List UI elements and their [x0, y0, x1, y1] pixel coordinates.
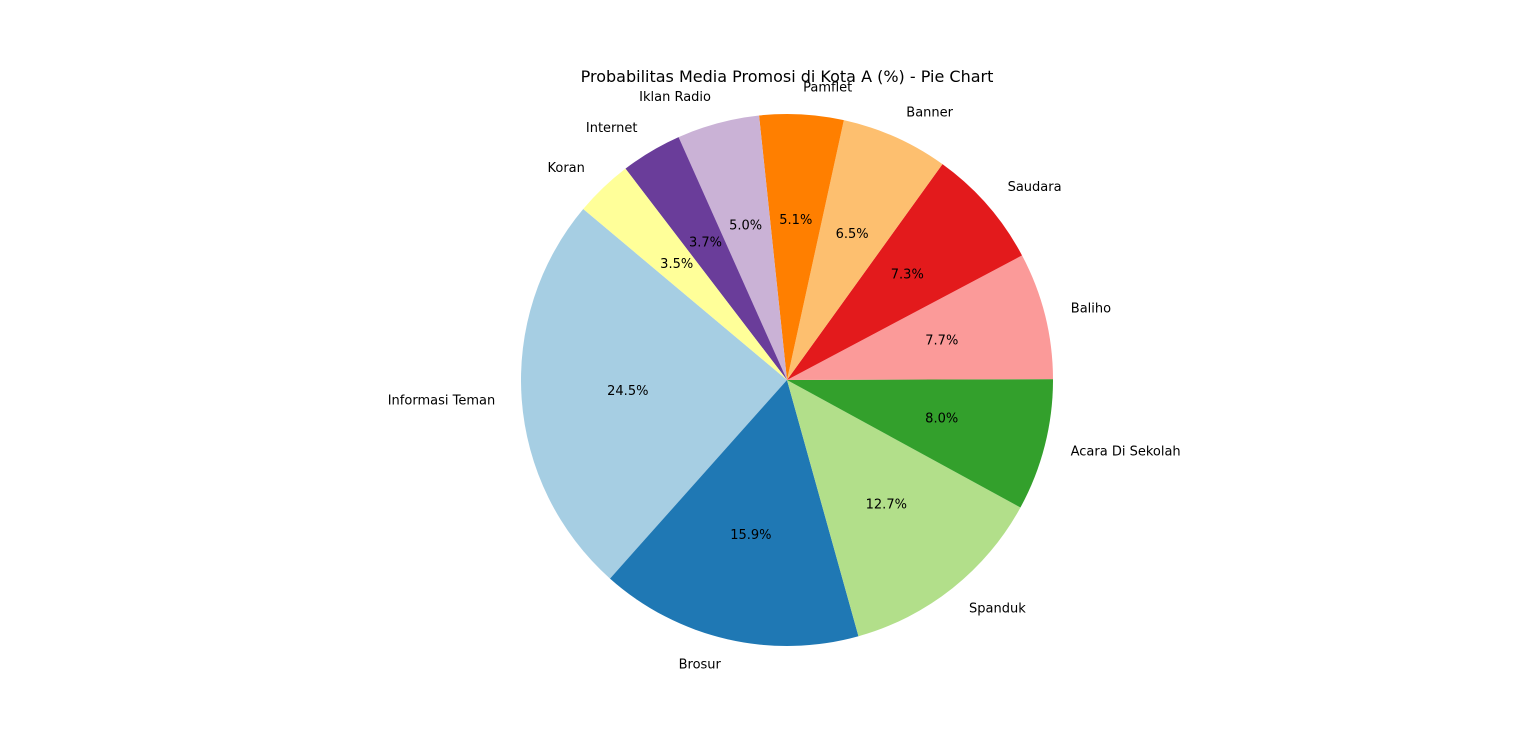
- pie-slice-koran: [583, 168, 787, 380]
- pct-label-banner: 6.5%: [836, 227, 869, 242]
- pie-slice-iklan-radio: [678, 115, 787, 380]
- slice-label-pamflet: Pamflet: [803, 80, 852, 95]
- slice-label-spanduk: Spanduk: [969, 602, 1026, 617]
- chart-title: Probabilitas Media Promosi di Kota A (%)…: [581, 67, 994, 86]
- slice-label-acara-di-sekolah: Acara Di Sekolah: [1071, 444, 1181, 459]
- pie-slice-acara-di-sekolah: [787, 379, 1054, 508]
- slice-label-iklan-radio: Iklan Radio: [639, 90, 711, 105]
- slice-label-banner: Banner: [906, 105, 953, 120]
- pie-slice-pamflet: [759, 113, 844, 380]
- slice-label-informasi-teman: Informasi Teman: [388, 394, 495, 409]
- slice-label-saudara: Saudara: [1008, 180, 1062, 195]
- pct-label-spanduk: 12.7%: [866, 498, 907, 513]
- pie-slice-baliho: [787, 255, 1053, 380]
- slice-label-brosur: Brosur: [679, 658, 722, 673]
- pct-label-pamflet: 5.1%: [779, 213, 812, 228]
- pie-slice-informasi-teman: [521, 209, 787, 579]
- pct-label-saudara: 7.3%: [891, 268, 924, 283]
- pct-label-brosur: 15.9%: [730, 528, 771, 543]
- pie-slice-brosur: [610, 380, 859, 647]
- slice-label-baliho: Baliho: [1071, 301, 1111, 316]
- slice-label-koran: Koran: [548, 161, 585, 176]
- pie-slice-internet: [625, 137, 787, 380]
- pie-slice-saudara: [787, 164, 1023, 380]
- pct-label-acara-di-sekolah: 8.0%: [925, 412, 958, 427]
- pct-label-baliho: 7.7%: [925, 334, 958, 349]
- pct-label-internet: 3.7%: [689, 235, 722, 250]
- pct-label-iklan-radio: 5.0%: [729, 218, 762, 233]
- pie-slice-banner: [787, 120, 943, 381]
- pie-labels: Informasi Teman 24.5% Brosur 15.9% Spanduk 12…: [388, 80, 1181, 672]
- slice-label-internet: Internet: [586, 121, 638, 136]
- pct-label-informasi-teman: 24.5%: [607, 384, 648, 399]
- pie-slices: [521, 113, 1054, 647]
- pie-slice-spanduk: [787, 380, 1021, 637]
- pct-label-koran: 3.5%: [660, 257, 693, 272]
